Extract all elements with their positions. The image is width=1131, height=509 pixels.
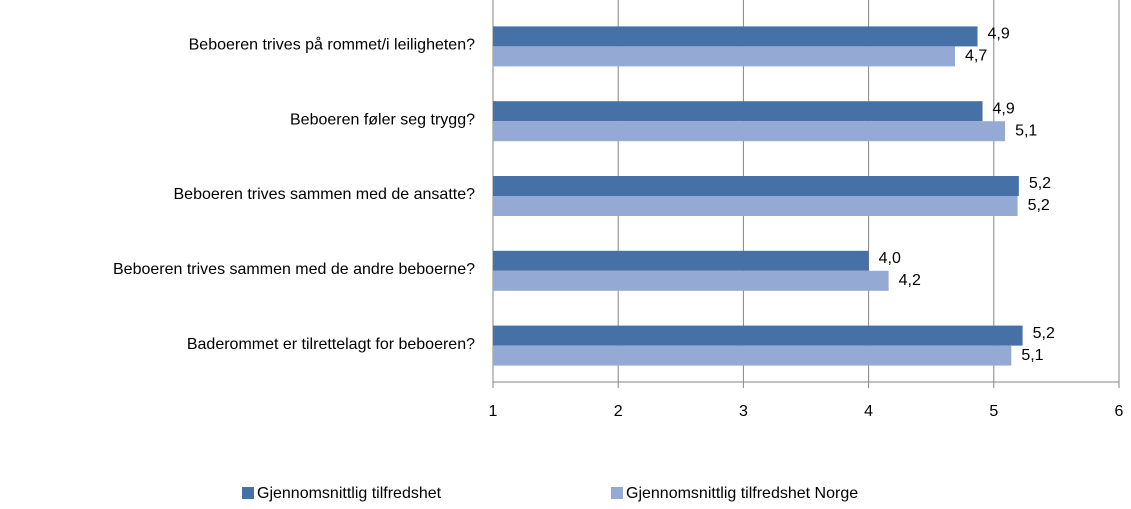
- y-tick-label: Beboeren trives sammen med de ansatte?: [174, 186, 476, 203]
- bar: [493, 325, 1023, 346]
- data-label: 4,9: [988, 26, 1010, 43]
- x-tick-label: 6: [1115, 403, 1124, 420]
- x-tick-label: 5: [989, 403, 998, 420]
- bar: [493, 46, 955, 67]
- bar: [493, 196, 1018, 216]
- legend-swatch: [611, 487, 623, 499]
- legend-label: Gjennomsnittlig tilfredshet Norge: [626, 485, 858, 502]
- x-tick-label: 4: [864, 403, 873, 420]
- x-tick-label: 2: [614, 403, 623, 420]
- y-tick-label: Baderommet er tilrettelagt for beboeren?: [187, 336, 475, 353]
- legend-label: Gjennomsnittlig tilfredshet: [257, 485, 442, 502]
- y-tick-label: Beboeren trives på rommet/i leiligheten?: [189, 36, 475, 54]
- bar: [493, 250, 869, 271]
- bar: [493, 270, 889, 291]
- data-label: 5,2: [1033, 325, 1055, 342]
- bar: [493, 121, 1006, 142]
- bar: [493, 101, 983, 122]
- data-label: 5,2: [1028, 197, 1050, 214]
- data-label: 4,7: [965, 48, 987, 65]
- data-label: 5,1: [1021, 347, 1043, 364]
- x-tick-label: 1: [489, 403, 498, 420]
- y-tick-label: Beboeren trives sammen med de andre bebo…: [113, 261, 475, 278]
- data-label: 4,2: [899, 272, 921, 289]
- bar: [493, 345, 1012, 366]
- data-label: 5,2: [1029, 175, 1051, 192]
- legend-swatch: [242, 487, 254, 499]
- data-label: 4,9: [993, 100, 1015, 117]
- data-label: 5,1: [1015, 122, 1037, 139]
- x-tick-label: 3: [739, 403, 748, 420]
- data-label: 4,0: [879, 250, 901, 267]
- bar: [493, 26, 978, 47]
- y-tick-label: Beboeren føler seg trygg?: [290, 111, 475, 128]
- bar: [493, 176, 1019, 196]
